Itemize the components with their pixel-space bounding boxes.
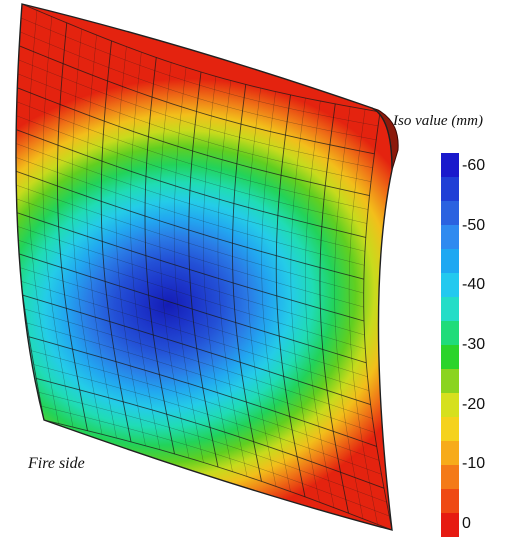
mesh-line <box>28 336 377 447</box>
color-scale-swatch <box>441 465 459 489</box>
color-scale-swatch <box>441 321 459 345</box>
color-scale-swatch <box>441 369 459 393</box>
mesh-line <box>24 308 373 419</box>
mesh-line <box>20 17 379 127</box>
mesh-line <box>41 405 390 517</box>
mesh-line <box>19 31 377 141</box>
mesh-line <box>36 377 385 489</box>
mesh-line <box>19 267 368 377</box>
color-scale-tick-label: -60 <box>462 157 486 174</box>
mesh-line <box>15 100 369 210</box>
color-scale-swatch <box>441 393 459 417</box>
mesh-line <box>38 392 387 503</box>
mesh-line <box>15 114 367 224</box>
mesh-line <box>26 322 375 433</box>
mesh-line <box>15 169 364 280</box>
color-scale-tick-label: -50 <box>462 216 486 234</box>
color-scale-tick-label: -10 <box>462 455 486 473</box>
mesh-line <box>17 59 373 168</box>
color-scale-swatch <box>441 297 459 321</box>
mesh-line <box>18 45 375 155</box>
color-scale-tick-label: 0 <box>462 515 471 532</box>
color-scale-swatch <box>441 153 459 177</box>
mesh-line <box>16 73 372 182</box>
color-scale-tick-label: -40 <box>462 276 486 294</box>
color-scale-swatch <box>441 345 459 369</box>
color-scale-swatch <box>441 489 459 513</box>
mesh-line <box>21 4 381 113</box>
mesh-line <box>15 225 365 336</box>
color-scale-bar <box>441 153 459 537</box>
color-scale-ticks: -60 -50 -40 -30 -20 -10 0 <box>462 153 512 537</box>
mesh-line <box>15 184 364 294</box>
mesh-line <box>15 197 364 308</box>
mesh-line <box>31 350 380 461</box>
color-scale-swatch <box>441 441 459 465</box>
mesh-line <box>17 253 367 364</box>
mesh-line <box>43 419 392 530</box>
color-scale-tick-label: -20 <box>462 395 486 413</box>
mesh-line <box>16 239 366 350</box>
mesh-grid <box>15 4 392 530</box>
color-scale-swatch <box>441 249 459 273</box>
color-scale-swatch <box>441 225 459 249</box>
color-scale-swatch <box>441 513 459 537</box>
mesh-line <box>15 86 370 197</box>
legend-title: Iso value (mm) <box>393 113 483 129</box>
mesh-line <box>15 128 366 238</box>
mesh-line <box>33 364 382 475</box>
mesh-line <box>15 211 365 322</box>
color-scale-swatch <box>441 177 459 201</box>
mesh-line <box>22 294 371 406</box>
color-scale-swatch <box>441 417 459 441</box>
mesh-line <box>21 281 370 391</box>
mesh-line <box>15 156 365 266</box>
color-scale-swatch <box>441 201 459 225</box>
mesh-line <box>15 142 366 252</box>
color-scale-swatch <box>441 273 459 297</box>
color-scale-tick-label: -30 <box>462 336 486 353</box>
fire-side-label: Fire side <box>28 455 85 472</box>
panel-outline <box>15 3 393 531</box>
